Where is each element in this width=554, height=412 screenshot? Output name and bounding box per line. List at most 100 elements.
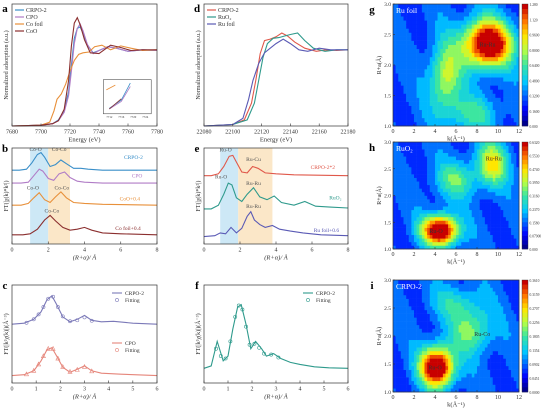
heatmap-cell bbox=[479, 93, 483, 98]
heatmap-cell bbox=[482, 206, 486, 211]
heatmap-cell bbox=[440, 227, 444, 232]
heatmap-cell bbox=[492, 332, 496, 337]
x-tick-label: 6 bbox=[119, 248, 122, 254]
heatmap-cell bbox=[416, 81, 420, 86]
heatmap-cell bbox=[477, 44, 480, 50]
heatmap-cell bbox=[393, 298, 396, 303]
heatmap-cell bbox=[450, 343, 454, 348]
heatmap-cell bbox=[482, 209, 486, 214]
heatmap-cell bbox=[484, 234, 488, 239]
heatmap-cell bbox=[411, 231, 415, 236]
heatmap-cell bbox=[424, 181, 428, 186]
heatmap-cell bbox=[463, 8, 467, 13]
heatmap-cell bbox=[482, 294, 486, 299]
heatmap-cell bbox=[416, 149, 420, 153]
y-tick-label: 3.0 bbox=[384, 278, 391, 284]
heatmap-cell bbox=[479, 306, 483, 311]
heatmap-cell bbox=[411, 369, 415, 374]
heatmap-cell bbox=[421, 8, 425, 13]
heatmap-cell bbox=[505, 152, 509, 157]
heatmap-cell bbox=[482, 324, 486, 329]
heatmap-cell bbox=[400, 291, 404, 296]
heatmap-cell bbox=[408, 321, 412, 326]
heatmap-cell bbox=[442, 354, 446, 359]
heatmap-cell bbox=[471, 365, 475, 370]
colorbar-tick-label: 1.280 bbox=[530, 3, 538, 7]
heatmap-cell bbox=[414, 313, 417, 318]
heatmap-cell bbox=[461, 362, 465, 367]
heatmap-cell bbox=[461, 309, 465, 314]
heatmap-cell bbox=[416, 77, 420, 82]
heatmap-cell bbox=[477, 69, 480, 74]
x-tick-label: 0 bbox=[392, 252, 395, 258]
heatmap-cell bbox=[445, 324, 449, 329]
heatmap-cell bbox=[495, 388, 499, 393]
heatmap-cell bbox=[421, 220, 425, 225]
heatmap-cell bbox=[416, 365, 420, 370]
heatmap-cell bbox=[427, 170, 431, 175]
heatmap-cell bbox=[424, 89, 428, 94]
heatmap-cell bbox=[437, 44, 441, 50]
heatmap-cell bbox=[461, 97, 465, 102]
heatmap-cell bbox=[516, 101, 520, 106]
heatmap-cell bbox=[511, 156, 515, 161]
heatmap-cell bbox=[482, 280, 486, 285]
heatmap-cell bbox=[505, 184, 509, 189]
heatmap-cell bbox=[469, 81, 473, 86]
heatmap-cell bbox=[505, 224, 509, 228]
heatmap-cell bbox=[492, 339, 496, 344]
heatmap-cell bbox=[411, 56, 415, 62]
heatmap-cell bbox=[450, 109, 454, 115]
heatmap-cell bbox=[487, 181, 491, 186]
heatmap-cell bbox=[414, 321, 417, 326]
heatmap-cell bbox=[461, 202, 465, 207]
heatmap-cell bbox=[458, 309, 462, 314]
heatmap-cell bbox=[408, 350, 412, 355]
heatmap-cell bbox=[419, 166, 423, 171]
heatmap-cell bbox=[411, 149, 415, 153]
heatmap-cell bbox=[498, 177, 501, 182]
heatmap-cell bbox=[511, 93, 515, 98]
heatmap-cell bbox=[453, 231, 457, 236]
heatmap-cell bbox=[500, 163, 504, 168]
heatmap-cell bbox=[453, 170, 457, 175]
heatmap-cell bbox=[482, 199, 486, 203]
heatmap-cell bbox=[411, 60, 415, 66]
heatmap-cell bbox=[471, 121, 475, 127]
heatmap-cell bbox=[411, 298, 415, 303]
heatmap-cell bbox=[440, 231, 444, 236]
heatmap-cell bbox=[516, 294, 520, 299]
heatmap-cell bbox=[474, 20, 478, 25]
heatmap-cell bbox=[461, 40, 465, 45]
heatmap-cell bbox=[440, 216, 444, 221]
heatmap-cell bbox=[416, 20, 420, 25]
heatmap-cell bbox=[450, 287, 454, 292]
colorbar-segment bbox=[522, 368, 528, 374]
heatmap-cell bbox=[414, 36, 417, 41]
heatmap-cell bbox=[419, 328, 423, 333]
heatmap-cell bbox=[461, 365, 465, 370]
heatmap-cell bbox=[458, 89, 462, 94]
heatmap-cell bbox=[466, 199, 470, 203]
heatmap-cell bbox=[429, 227, 433, 232]
heatmap-cell bbox=[393, 309, 396, 314]
heatmap-cell bbox=[429, 321, 433, 326]
heatmap-cell bbox=[479, 365, 483, 370]
heatmap-cell bbox=[414, 317, 417, 322]
heatmap-cell bbox=[508, 52, 512, 58]
heatmap-cell bbox=[505, 234, 509, 239]
heatmap-cell bbox=[508, 283, 512, 288]
heatmap-cell bbox=[445, 12, 449, 17]
heatmap-cell bbox=[490, 241, 494, 246]
heatmap-cell bbox=[445, 384, 449, 389]
heatmap-cell bbox=[469, 291, 473, 296]
heatmap-cell bbox=[442, 12, 446, 17]
heatmap-cell bbox=[500, 199, 504, 203]
heatmap-cell bbox=[477, 73, 480, 78]
heatmap-cell bbox=[505, 206, 509, 211]
heatmap-cell bbox=[440, 373, 444, 378]
heatmap-cell bbox=[469, 358, 473, 363]
heatmap-cell bbox=[398, 343, 402, 348]
fit-marker bbox=[36, 312, 41, 317]
heatmap-cell bbox=[403, 306, 407, 311]
